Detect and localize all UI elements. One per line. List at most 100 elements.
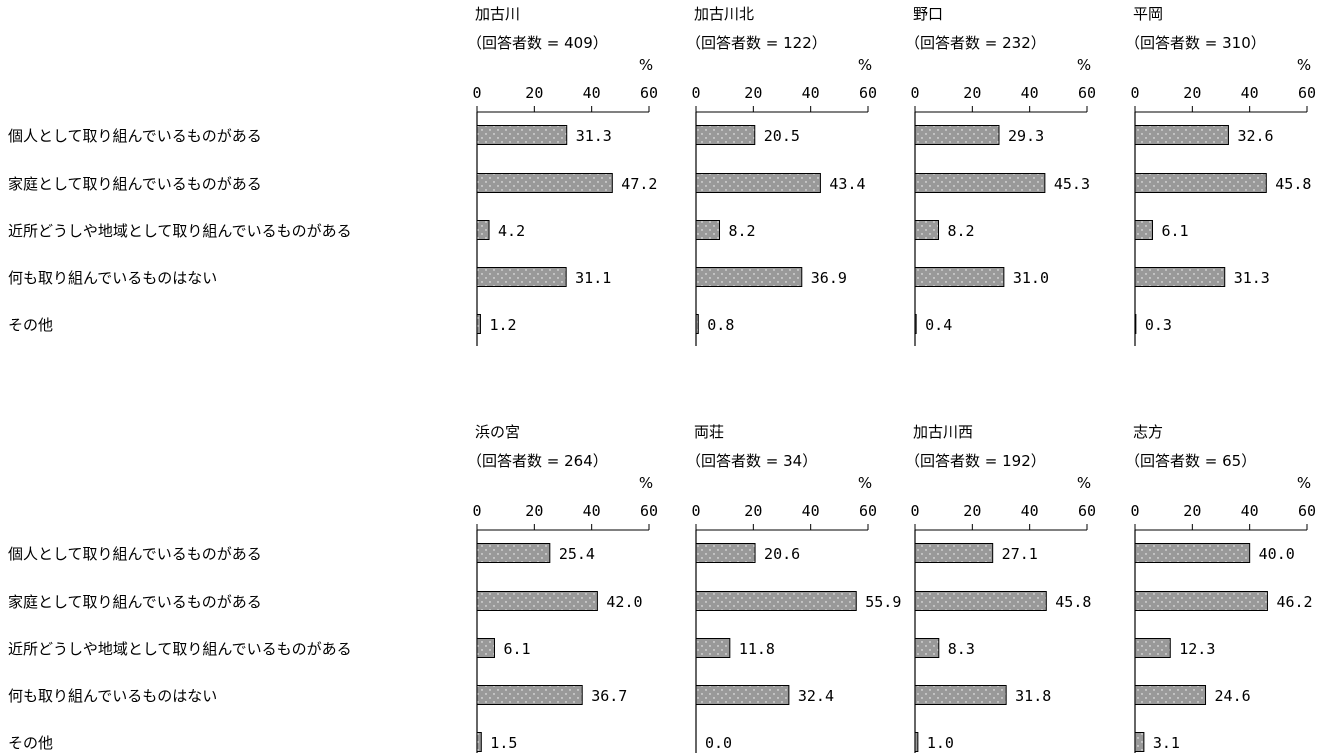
data-label: 0.3 — [1145, 316, 1172, 334]
data-label: 31.3 — [1234, 269, 1270, 287]
data-label: 8.2 — [948, 222, 975, 240]
bar — [914, 685, 1007, 705]
data-label: 1.0 — [927, 734, 954, 752]
bar — [1134, 267, 1226, 287]
tick-label: 60 — [640, 502, 658, 520]
tick-label: 0 — [472, 84, 481, 102]
bar — [1134, 220, 1153, 240]
tick-label: 0 — [691, 84, 700, 102]
tick-label: 60 — [859, 502, 877, 520]
bar — [914, 173, 1046, 193]
unit-label: % — [1077, 474, 1091, 492]
unit-label: % — [858, 56, 872, 74]
unit-label: % — [1297, 56, 1311, 74]
panel-count-label: （回答者数 = 122） — [686, 34, 827, 52]
data-label: 3.1 — [1153, 734, 1180, 752]
panel-count-label: （回答者数 = 232） — [905, 34, 1046, 52]
data-label: 24.6 — [1215, 687, 1251, 705]
data-label: 6.1 — [1161, 222, 1188, 240]
bar — [914, 125, 1000, 145]
bar — [695, 543, 756, 563]
category-label: 個人として取り組んでいるものがある — [8, 127, 262, 145]
data-label: 45.3 — [1054, 175, 1090, 193]
panel-count-label: （回答者数 = 34） — [686, 452, 817, 470]
data-label: 6.1 — [503, 640, 530, 658]
bar — [1134, 125, 1229, 145]
data-label: 29.3 — [1008, 127, 1044, 145]
panel-title: 加古川北 — [694, 5, 754, 23]
bar — [1134, 173, 1267, 193]
tick-label: 20 — [1183, 84, 1201, 102]
bar — [914, 638, 940, 658]
bar — [914, 543, 994, 563]
bar — [695, 638, 731, 658]
data-label: 27.1 — [1002, 545, 1038, 563]
data-label: 36.7 — [591, 687, 627, 705]
unit-label: % — [1077, 56, 1091, 74]
panel-count-label: （回答者数 = 264） — [467, 452, 608, 470]
tick-label: 40 — [1241, 84, 1259, 102]
data-label: 46.2 — [1276, 593, 1312, 611]
data-label: 1.5 — [490, 734, 517, 752]
tick-label: 0 — [910, 502, 919, 520]
panel-count-label: （回答者数 = 192） — [905, 452, 1046, 470]
data-label: 40.0 — [1259, 545, 1295, 563]
data-label: 4.2 — [498, 222, 525, 240]
bar — [1134, 543, 1251, 563]
tick-label: 0 — [910, 84, 919, 102]
bar — [695, 173, 821, 193]
tick-label: 60 — [859, 84, 877, 102]
panel-count-label: （回答者数 = 310） — [1125, 34, 1266, 52]
data-label: 43.4 — [829, 175, 865, 193]
data-label: 47.2 — [621, 175, 657, 193]
bar — [476, 267, 567, 287]
data-label: 32.6 — [1237, 127, 1273, 145]
tick-label: 40 — [802, 502, 820, 520]
data-label: 0.0 — [705, 734, 732, 752]
tick-label: 20 — [1183, 502, 1201, 520]
data-label: 31.0 — [1013, 269, 1049, 287]
tick-label: 20 — [744, 84, 762, 102]
data-label: 8.2 — [729, 222, 756, 240]
bar — [476, 314, 481, 334]
tick-label: 20 — [963, 502, 981, 520]
panel-count-label: （回答者数 = 65） — [1125, 452, 1256, 470]
data-label: 0.4 — [925, 316, 952, 334]
tick-label: 20 — [963, 84, 981, 102]
tick-label: 40 — [1241, 502, 1259, 520]
data-label: 8.3 — [948, 640, 975, 658]
tick-label: 0 — [1130, 84, 1139, 102]
unit-label: % — [639, 474, 653, 492]
bar — [1134, 732, 1145, 752]
data-label: 12.3 — [1179, 640, 1215, 658]
category-label: 個人として取り組んでいるものがある — [8, 545, 262, 563]
bar — [914, 267, 1005, 287]
data-label: 25.4 — [559, 545, 595, 563]
bar — [476, 638, 495, 658]
tick-label: 60 — [1298, 84, 1316, 102]
panel-title: 平岡 — [1133, 5, 1163, 23]
tick-label: 40 — [583, 502, 601, 520]
data-label: 45.8 — [1275, 175, 1311, 193]
category-label: 家庭として取り組んでいるものがある — [8, 593, 262, 611]
bar — [476, 125, 568, 145]
category-label: 近所どうしや地域として取り組んでいるものがある — [8, 640, 352, 658]
unit-label: % — [1297, 474, 1311, 492]
data-label: 20.5 — [764, 127, 800, 145]
tick-label: 40 — [1021, 84, 1039, 102]
tick-label: 20 — [525, 502, 543, 520]
bar — [695, 685, 790, 705]
bar — [695, 267, 803, 287]
unit-label: % — [858, 474, 872, 492]
tick-label: 60 — [640, 84, 658, 102]
panel-count-label: （回答者数 = 409） — [467, 34, 608, 52]
category-label: 近所どうしや地域として取り組んでいるものがある — [8, 222, 352, 240]
tick-label: 60 — [1298, 502, 1316, 520]
panel-title: 浜の宮 — [475, 423, 520, 441]
bar — [914, 591, 1047, 611]
category-label: その他 — [8, 316, 53, 334]
bar — [1134, 314, 1137, 334]
tick-label: 60 — [1078, 502, 1096, 520]
bar — [914, 220, 940, 240]
